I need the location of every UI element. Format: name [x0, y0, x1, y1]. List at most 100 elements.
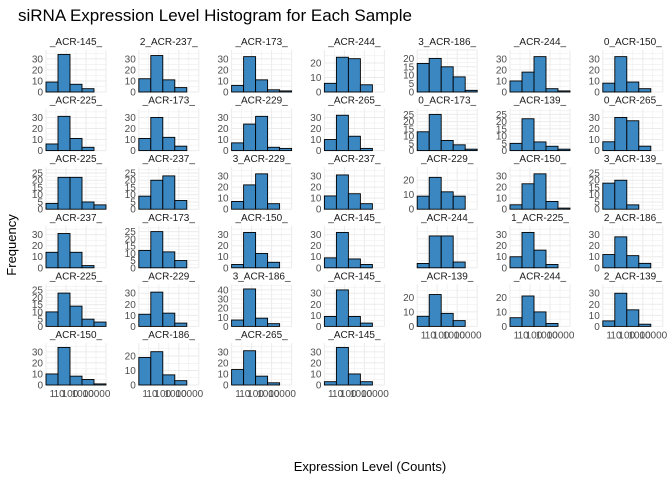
panel-strip-label: _ACR-173_ [234, 37, 288, 48]
histogram-bar [545, 201, 559, 210]
y-tick-label: 20 [403, 176, 415, 187]
x-tick-label: 10 [239, 389, 251, 400]
x-axis-label: Expression Level (Counts) [294, 459, 446, 474]
y-tick-label: 20 [496, 183, 508, 194]
y-tick-label: 10 [310, 194, 322, 205]
y-tick-label: 20 [496, 241, 508, 252]
histogram-bar [231, 369, 245, 386]
y-tick-label: 20 [589, 65, 601, 76]
x-tick-label: 1 [328, 389, 334, 400]
histogram-bar [138, 249, 152, 269]
histogram-bar [93, 204, 107, 210]
panel-strip-label: _ACR-237_ [49, 213, 103, 224]
y-tick-label: 0 [316, 322, 322, 333]
y-tick-label: 10 [496, 132, 508, 143]
y-tick-label: 40 [217, 285, 229, 296]
panel-strip-label: _ACR-237_ [142, 154, 196, 165]
panel-strip-label: _ACR-150_ [49, 330, 103, 341]
y-tick-label: 15 [125, 183, 137, 194]
y-tick-label: 0 [37, 263, 43, 274]
y-tick-label: 10 [217, 252, 229, 263]
histogram-bar [359, 381, 373, 386]
y-tick-label: 0 [501, 88, 507, 99]
histogram-bar [162, 79, 176, 93]
histogram-bar [335, 114, 349, 152]
histogram-bar [638, 88, 652, 93]
x-tick-label: 100 [62, 389, 79, 400]
y-tick-label: 15 [32, 183, 44, 194]
histogram-bar [521, 183, 535, 210]
y-tick-label: 0 [316, 205, 322, 216]
histogram-bar [626, 204, 640, 210]
histogram-bar [545, 264, 559, 269]
y-tick-label: 20 [403, 117, 415, 128]
panel-strip-label: _ACR-145_ [49, 37, 103, 48]
y-tick-label: 10 [125, 311, 137, 322]
y-tick-label: 10 [217, 135, 229, 146]
histogram-bar [416, 62, 430, 93]
y-tick-label: 10 [589, 135, 601, 146]
histogram-bar [45, 143, 59, 152]
histogram-bar [638, 145, 652, 152]
y-tick-label: 0 [37, 205, 43, 216]
histogram-bar [267, 323, 281, 327]
histogram-bar [57, 233, 71, 269]
y-tick-label: 0 [501, 322, 507, 333]
histogram-bar [428, 294, 442, 327]
histogram-bar [347, 193, 361, 210]
histogram-bar [359, 264, 373, 269]
histogram-bar [452, 195, 466, 210]
histogram-bar [57, 115, 71, 152]
y-tick-label: 30 [589, 54, 601, 65]
histogram-bar [93, 383, 107, 386]
panel-strip-label: 0_ACR-265_ [604, 96, 662, 107]
histogram-bar [174, 200, 188, 210]
histogram-bar [440, 312, 454, 327]
histogram-bar [602, 182, 616, 210]
panel-strip-label: _ACR-150_ [234, 213, 288, 224]
x-tick-labels: 110100100010000 [142, 389, 203, 400]
x-tick-labels: 110100100010000 [328, 389, 389, 400]
histogram-bar [533, 141, 547, 152]
panel-strip-label: _ACR-225_ [49, 271, 103, 282]
x-tick-label: 10 [425, 330, 437, 341]
y-tick-label: 0 [223, 205, 229, 216]
x-tick-label: 10000 [175, 389, 203, 400]
panel-strip-label: _ACR-225_ [49, 154, 103, 165]
y-tick-label: 0 [409, 88, 415, 99]
histogram-bar [335, 289, 349, 327]
x-tick-labels: 110100100010000 [421, 330, 482, 341]
histogram-bar [347, 258, 361, 269]
histogram-bar [440, 191, 454, 210]
y-tick-label: 10 [310, 135, 322, 146]
panel-strip-label: _ACR-237_ [327, 154, 381, 165]
x-tick-label: 1000 [257, 389, 280, 400]
x-tick-label: 10 [54, 389, 66, 400]
histogram-bar [359, 203, 373, 210]
panel-strip-label: _ACR-145_ [327, 271, 381, 282]
histogram-bar [174, 260, 188, 269]
histogram-bar [428, 57, 442, 93]
y-tick-label: 10 [403, 71, 415, 82]
y-tick-label: 10 [310, 252, 322, 263]
y-tick-label: 10 [403, 307, 415, 318]
histogram-bar [335, 174, 349, 210]
y-tick-label: 10 [496, 194, 508, 205]
x-tick-label: 1 [235, 389, 241, 400]
histogram-bar [243, 184, 257, 210]
panel-strip-label: _ACR-173_ [142, 96, 196, 107]
y-tick-label: 0 [409, 205, 415, 216]
y-tick-label: 20 [310, 59, 322, 70]
histogram-bar [267, 382, 281, 386]
histogram-bar [255, 252, 269, 269]
y-tick-label: 20 [125, 352, 137, 363]
